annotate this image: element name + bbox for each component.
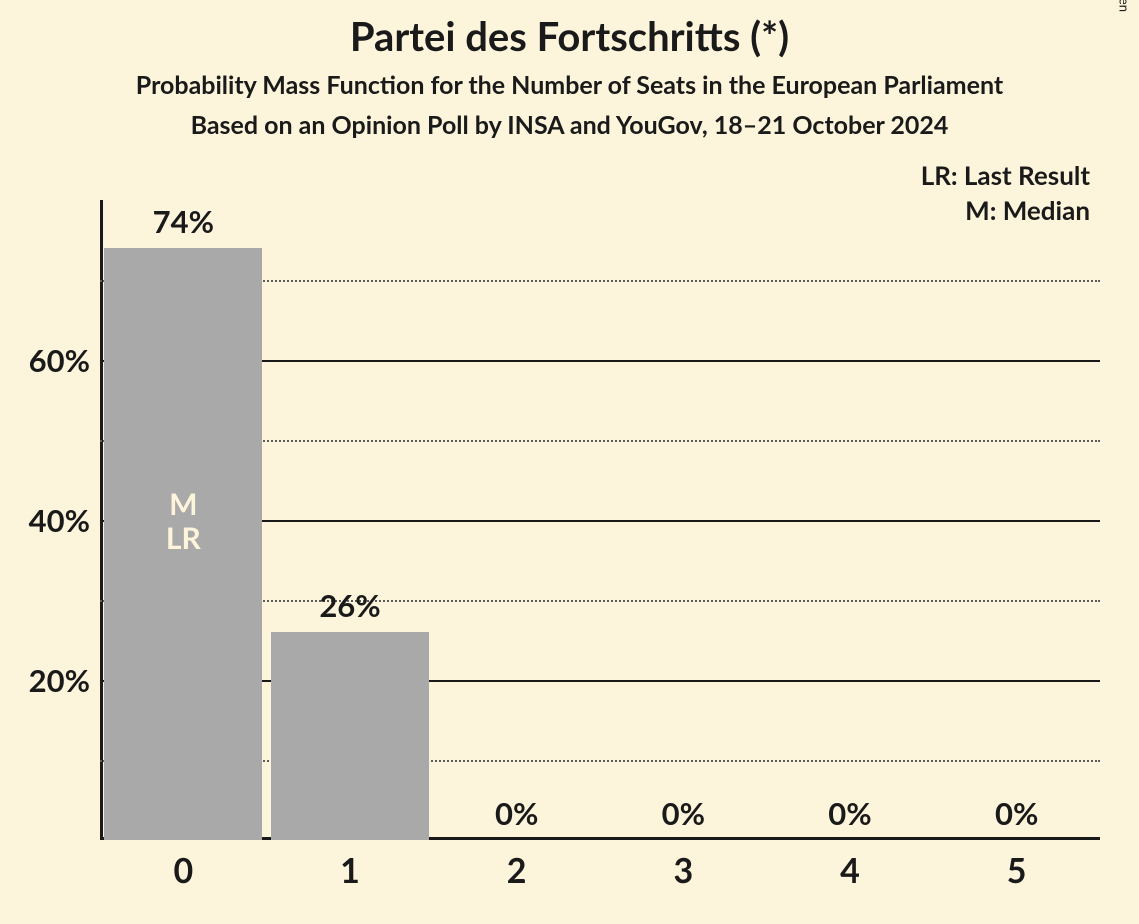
bar-value-label: 0% [495, 794, 538, 832]
bar-value-label: 74% [153, 202, 214, 240]
bar-value-label: 0% [662, 794, 705, 832]
legend-lr: LR: Last Result [921, 158, 1090, 193]
y-tick-label: 40% [10, 501, 90, 539]
legend: LR: Last Result M: Median [921, 158, 1090, 228]
y-tick-label: 20% [10, 661, 90, 699]
y-tick-label: 60% [10, 341, 90, 379]
bar-value-label: 0% [828, 794, 871, 832]
bar-value-label: 0% [995, 794, 1038, 832]
plot-area: LR: Last Result M: Median 20%40%60%74%02… [100, 200, 1100, 840]
x-tick-label: 3 [673, 850, 693, 891]
bar-value-label: 26% [319, 586, 380, 624]
bar-marker: MLR [166, 487, 201, 556]
x-tick-label: 1 [340, 850, 360, 891]
x-tick-label: 4 [840, 850, 860, 891]
chart-subtitle-2: Based on an Opinion Poll by INSA and You… [0, 110, 1139, 140]
bar [271, 632, 429, 840]
chart-canvas: Partei des Fortschritts (*) Probability … [0, 0, 1139, 924]
legend-median: M: Median [921, 193, 1090, 228]
marker-median: M [166, 487, 201, 522]
x-tick-label: 5 [1007, 850, 1027, 891]
chart-subtitle-1: Probability Mass Function for the Number… [0, 70, 1139, 100]
x-tick-label: 0 [173, 850, 193, 891]
copyright-text: © 2024 Filip van Laenen [1117, 0, 1133, 12]
marker-lr: LR [166, 521, 201, 556]
x-tick-label: 2 [507, 850, 527, 891]
chart-title: Partei des Fortschritts (*) [0, 12, 1139, 60]
